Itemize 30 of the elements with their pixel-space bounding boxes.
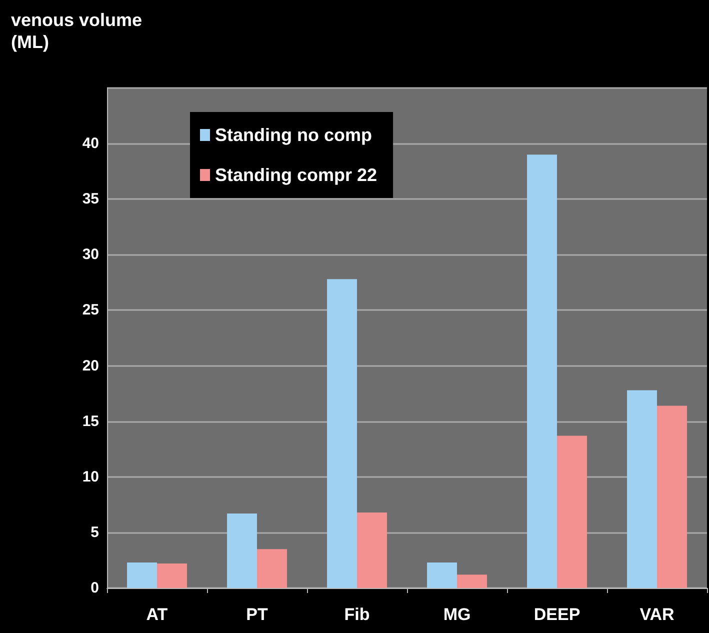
bar <box>557 436 587 588</box>
legend-label: Standing no comp <box>215 125 372 145</box>
y-tick-label: 40 <box>82 135 99 152</box>
bar <box>527 154 557 588</box>
bar <box>427 562 457 588</box>
y-tick-label: 35 <box>82 190 99 208</box>
x-tick-label: VAR <box>640 605 674 624</box>
y-axis-title: venous volume (ML) <box>11 10 142 52</box>
x-tick-label: AT <box>146 605 168 624</box>
x-tick-label: MG <box>443 605 471 624</box>
bar <box>227 514 257 588</box>
x-tick-label: Fib <box>344 605 370 624</box>
legend-label: Standing compr 22 <box>215 165 378 185</box>
bar <box>657 406 687 588</box>
x-tick-label: DEEP <box>534 605 580 624</box>
bar <box>327 279 357 588</box>
bar <box>157 564 187 588</box>
y-tick-label: 0 <box>90 580 99 596</box>
y-tick-label: 15 <box>82 412 99 430</box>
y-tick-label: 20 <box>82 357 99 374</box>
y-tick-label: 10 <box>82 468 99 486</box>
bar <box>257 549 287 588</box>
y-tick-label: 25 <box>82 302 99 319</box>
bar <box>457 574 487 588</box>
bar <box>627 390 657 588</box>
bar <box>357 512 387 588</box>
bar <box>127 562 157 588</box>
y-tick-label: 30 <box>82 246 99 264</box>
y-tick-label: 5 <box>90 524 99 541</box>
x-tick-label: PT <box>246 605 268 624</box>
